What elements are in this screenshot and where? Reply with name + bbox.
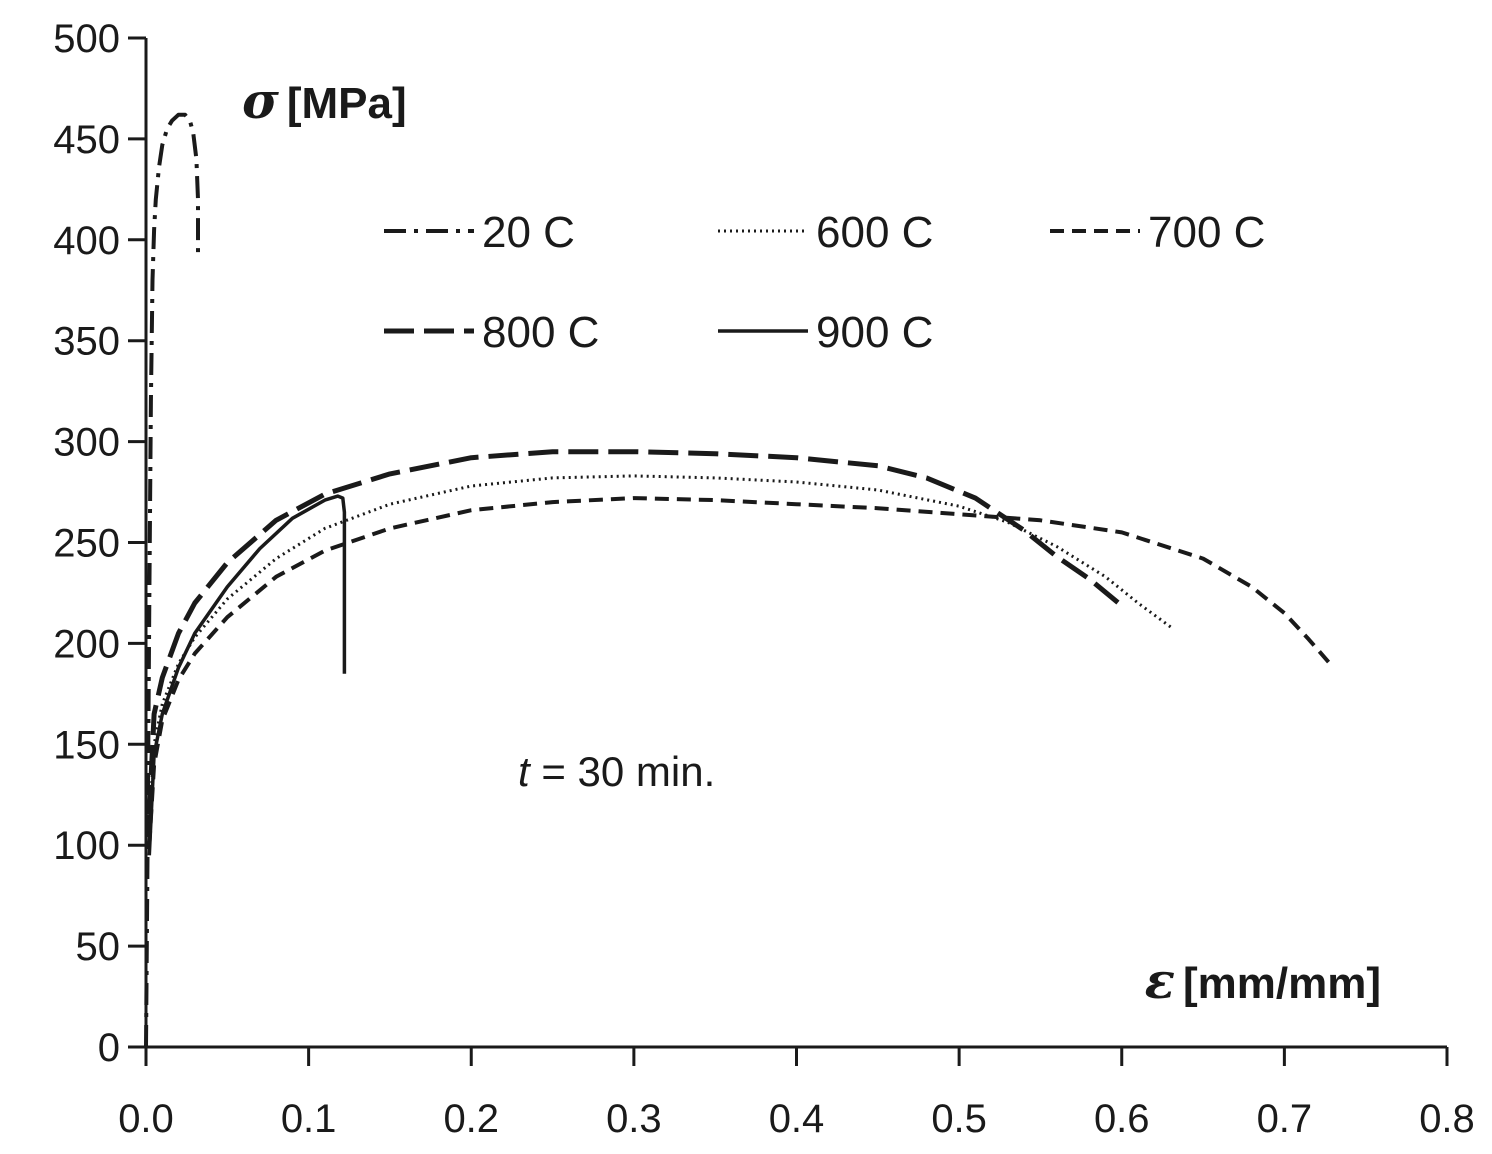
series-line-800-c [146, 449, 1121, 816]
x-axis-ticks: 0.0 0.1 0.2 0.3 0.4 0.5 0.6 0.7 0.8 [118, 1047, 1475, 1141]
y-tick-label: 100 [53, 824, 120, 868]
time-annotation-value: = 30 min. [541, 748, 715, 795]
x-tick-label: 0.6 [1094, 1097, 1150, 1141]
x-tick-label: 0.7 [1257, 1097, 1313, 1141]
y-tick-label: 500 [53, 17, 120, 61]
series-line-700-c [147, 496, 1332, 846]
x-axis-unit: [mm/mm] [1183, 959, 1381, 1008]
y-tick-label: 250 [53, 522, 120, 566]
y-tick-label: 350 [53, 320, 120, 364]
x-tick-label: 0.5 [931, 1097, 987, 1141]
x-tick-label: 0.8 [1419, 1097, 1475, 1141]
x-tick-label: 0.3 [606, 1097, 662, 1141]
y-tick-label: 50 [76, 925, 121, 969]
series-layer [144, 112, 1332, 1048]
series-line-20-c [144, 112, 200, 1048]
time-annotation-symbol: t [518, 748, 532, 795]
legend-label-700-c: 700 C [1148, 208, 1265, 257]
legend: 20 C 600 C 700 C 800 C 900 C [384, 208, 1265, 357]
y-tick-label: 400 [53, 219, 120, 263]
y-axis-unit: [MPa] [287, 79, 407, 128]
y-tick-label: 150 [53, 723, 120, 767]
legend-label-800-c: 800 C [482, 308, 599, 357]
time-annotation: t = 30 min. [518, 748, 715, 795]
y-tick-label: 300 [53, 421, 120, 465]
x-tick-label: 0.1 [281, 1097, 337, 1141]
legend-label-20-c: 20 C [482, 208, 575, 257]
x-tick-label: 0.0 [118, 1097, 174, 1141]
legend-label-900-c: 900 C [816, 308, 933, 357]
x-tick-label: 0.4 [769, 1097, 825, 1141]
y-axis-ticks: 0 50 100 150 200 250 300 350 400 450 500 [53, 17, 146, 1070]
x-axis-title: ε [mm/mm] [1145, 951, 1381, 1010]
y-tick-label: 200 [53, 622, 120, 666]
legend-label-600-c: 600 C [816, 208, 933, 257]
y-axis-symbol: σ [242, 71, 279, 130]
x-axis-symbol: ε [1145, 951, 1175, 1010]
y-tick-label: 450 [53, 118, 120, 162]
series-line-900-c [147, 494, 347, 856]
y-axis-title: σ [MPa] [242, 71, 407, 130]
y-tick-label: 0 [98, 1026, 120, 1070]
x-tick-label: 0.2 [443, 1097, 499, 1141]
